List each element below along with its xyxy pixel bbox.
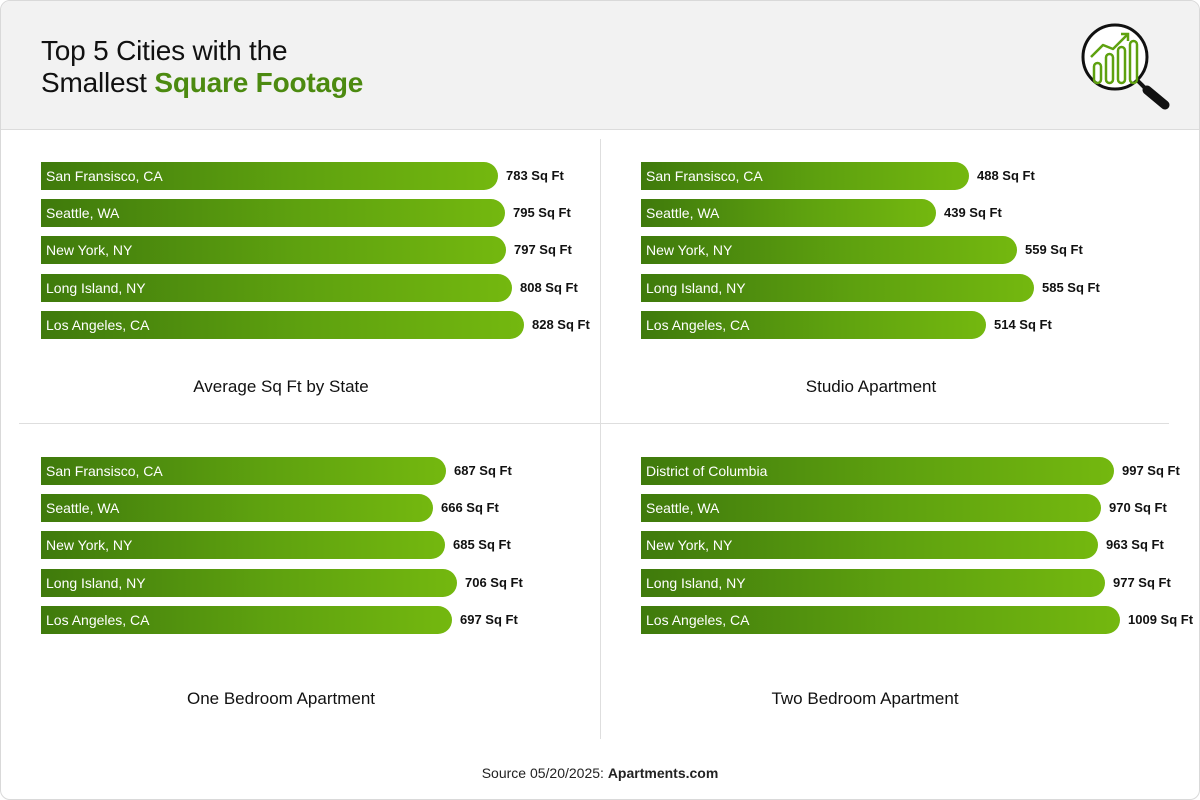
bar-category-label: Long Island, NY	[646, 280, 746, 296]
bar-value-label: 797 Sq Ft	[514, 242, 572, 257]
bar-category-label: Seattle, WA	[46, 500, 120, 516]
source-name: Apartments.com	[607, 765, 719, 781]
bar: Long Island, NY	[641, 569, 1105, 597]
bar: New York, NY	[41, 531, 445, 559]
bar: Los Angeles, CA	[41, 311, 524, 339]
bar: Long Island, NY	[41, 569, 457, 597]
bar: Seattle, WA	[641, 494, 1101, 522]
bar-value-label: 697 Sq Ft	[460, 612, 518, 627]
source-prefix: Source 05/20/2025:	[481, 765, 608, 781]
bar-category-label: San Fransisco, CA	[646, 168, 763, 184]
bar: District of Columbia	[641, 457, 1114, 485]
bar: Long Island, NY	[41, 274, 512, 302]
bar: Seattle, WA	[641, 199, 936, 227]
bar: Seattle, WA	[41, 199, 505, 227]
page-title: Top 5 Cities with the Smallest Square Fo…	[41, 35, 363, 99]
header: Top 5 Cities with the Smallest Square Fo…	[1, 1, 1199, 130]
bar-category-label: New York, NY	[46, 242, 133, 258]
bar-category-label: Los Angeles, CA	[46, 612, 150, 628]
bar: San Fransisco, CA	[41, 162, 498, 190]
bar: San Fransisco, CA	[41, 457, 446, 485]
bar-value-label: 808 Sq Ft	[520, 280, 578, 295]
bar-value-label: 585 Sq Ft	[1042, 280, 1100, 295]
bar: Long Island, NY	[641, 274, 1034, 302]
bar-value-label: 488 Sq Ft	[977, 168, 1035, 183]
bar: Seattle, WA	[41, 494, 433, 522]
bar-value-label: 514 Sq Ft	[994, 317, 1052, 332]
title-line-1: Top 5 Cities with the	[41, 35, 288, 66]
bar-category-label: Long Island, NY	[646, 575, 746, 591]
bar-value-label: 559 Sq Ft	[1025, 242, 1083, 257]
bar-value-label: 685 Sq Ft	[453, 537, 511, 552]
bar-value-label: 706 Sq Ft	[465, 575, 523, 590]
bar-value-label: 687 Sq Ft	[454, 463, 512, 478]
bar-category-label: New York, NY	[646, 537, 733, 553]
bar-category-label: Los Angeles, CA	[46, 317, 150, 333]
bar-category-label: Los Angeles, CA	[646, 612, 750, 628]
bar-category-label: New York, NY	[46, 537, 133, 553]
bar-value-label: 1009 Sq Ft	[1128, 612, 1194, 627]
source-note: Source 05/20/2025: Apartments.com	[1, 765, 1199, 781]
bar: New York, NY	[641, 531, 1098, 559]
bar-category-label: Long Island, NY	[46, 575, 146, 591]
bar-category-label: Long Island, NY	[46, 280, 146, 296]
bar: Los Angeles, CA	[641, 606, 1120, 634]
bar-category-label: District of Columbia	[646, 463, 768, 479]
bar-category-label: San Fransisco, CA	[46, 463, 163, 479]
bar: New York, NY	[41, 236, 506, 264]
bar-category-label: Seattle, WA	[646, 205, 720, 221]
bar-value-label: 795 Sq Ft	[513, 205, 571, 220]
bar-value-label: 666 Sq Ft	[441, 500, 499, 515]
bar-category-label: Seattle, WA	[46, 205, 120, 221]
bar-value-label: 828 Sq Ft	[532, 317, 590, 332]
bar-value-label: 439 Sq Ft	[944, 205, 1002, 220]
vertical-divider	[600, 139, 601, 739]
bar-value-label: 783 Sq Ft	[506, 168, 564, 183]
title-line-2: Smallest Square Footage	[41, 67, 363, 99]
bar: Los Angeles, CA	[41, 606, 452, 634]
bar: Los Angeles, CA	[641, 311, 986, 339]
bar-category-label: New York, NY	[646, 242, 733, 258]
title-plain: Smallest	[41, 67, 155, 98]
bar: San Fransisco, CA	[641, 162, 969, 190]
title-accent: Square Footage	[154, 67, 364, 98]
bar-value-label: 963 Sq Ft	[1106, 537, 1164, 552]
chart-title: Average Sq Ft by State	[193, 377, 369, 396]
bar-value-label: 977 Sq Ft	[1113, 575, 1171, 590]
chart-title: One Bedroom Apartment	[186, 689, 376, 708]
bar-value-label: 997 Sq Ft	[1122, 463, 1180, 478]
bar: New York, NY	[641, 236, 1017, 264]
bar-category-label: Seattle, WA	[646, 500, 720, 516]
horizontal-divider	[19, 423, 1169, 424]
chart-title: Studio Apartment	[805, 377, 937, 396]
bar-value-label: 970 Sq Ft	[1109, 500, 1167, 515]
bar-category-label: Los Angeles, CA	[646, 317, 750, 333]
chart-title: Two Bedroom Apartment	[771, 689, 959, 708]
chart-magnifier-icon	[1081, 23, 1170, 110]
bar-category-label: San Fransisco, CA	[46, 168, 163, 184]
